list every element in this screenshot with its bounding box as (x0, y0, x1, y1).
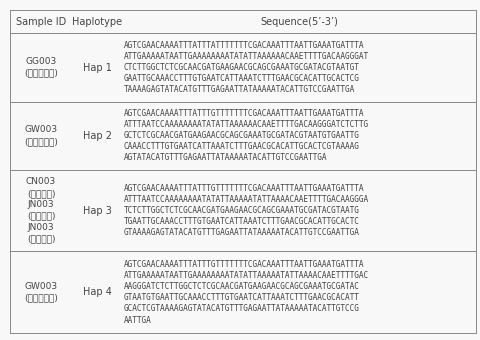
Text: Hap 1: Hap 1 (83, 63, 111, 72)
Text: AGTCGAACAAAATTTATTTGTTTTTTTCGACAAATTTAATTGAAATGATTTA
ATTGAAAAATAATTGAAAAAAAATATA: AGTCGAACAAAATTTATTTGTTTTTTTCGACAAATTTAAT… (123, 260, 368, 325)
Text: GW003
(주산개구리): GW003 (주산개구리) (24, 125, 58, 146)
Text: Haplotype: Haplotype (72, 17, 122, 27)
Text: Sample ID: Sample ID (16, 17, 66, 27)
Text: AGTCGAACAAAATTTATTTATTTTTTTCGACAAATTTAATTGAAATGATTTA
ATTGAAAAATAATTGAAAAAAAATATA: AGTCGAACAAAATTTATTTATTTTTTTCGACAAATTTAAT… (123, 41, 368, 94)
Text: CN003
(유계구리)
JN003
(유계구리)
JN003
(유계구리): CN003 (유계구리) JN003 (유계구리) JN003 (유계구리) (26, 177, 56, 244)
Text: Sequence(5’-3’): Sequence(5’-3’) (259, 17, 337, 27)
Text: GW003
(무당개구리): GW003 (무당개구리) (24, 282, 58, 303)
Text: GG003
(주산개구리): GG003 (주산개구리) (24, 57, 58, 78)
Text: Hap 2: Hap 2 (83, 131, 111, 141)
Text: Hap 3: Hap 3 (83, 206, 111, 216)
Text: Hap 4: Hap 4 (83, 287, 111, 297)
Text: AGTCGAACAAAATTTATTTGTTTTTTTCGACAAATTTAATTGAAATGATTTA
ATTTAATCCAAAAAAAATATATTAAAA: AGTCGAACAAAATTTATTTGTTTTTTTCGACAAATTTAAT… (123, 184, 368, 237)
Text: AGTCGAACAAAATTTATTTGTTTTTTTCGACAAATTTAATTGAAATGATTTA
ATTTAATCCAAAAAAAATATATTAAAA: AGTCGAACAAAATTTATTTGTTTTTTTCGACAAATTTAAT… (123, 109, 368, 162)
